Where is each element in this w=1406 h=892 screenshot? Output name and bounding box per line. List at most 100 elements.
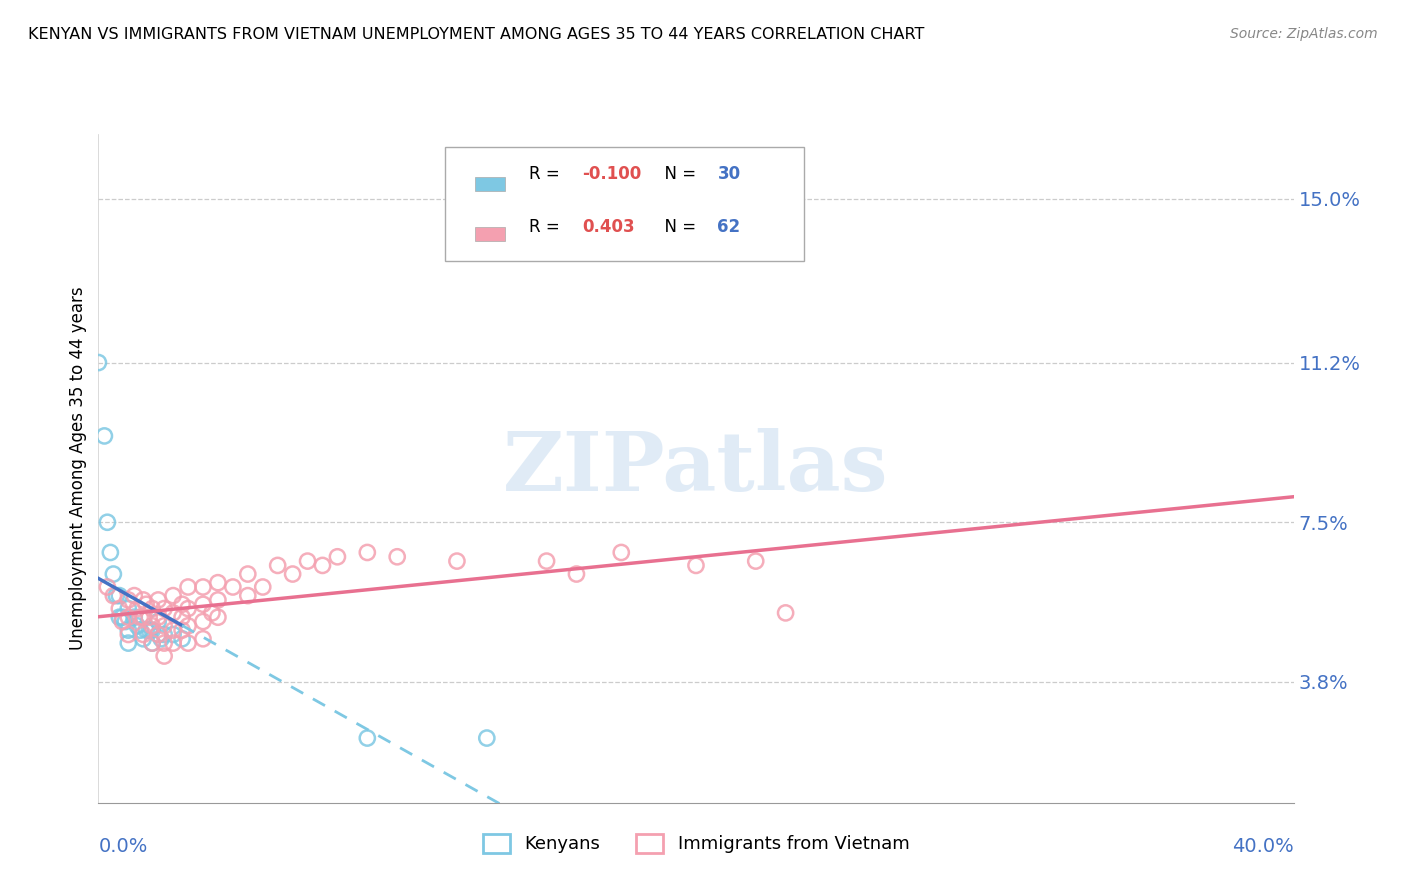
Point (111, 615, 134, 629)
Point (117, 636, 139, 650)
Point (177, 580, 200, 594)
Point (96, 580, 118, 594)
Point (108, 601, 131, 615)
Y-axis label: Unemployment Among Ages 35 to 44 years: Unemployment Among Ages 35 to 44 years (69, 286, 87, 650)
Point (117, 627, 139, 641)
Text: N =: N = (654, 165, 702, 183)
Point (141, 636, 163, 650)
Text: 30: 30 (717, 165, 741, 183)
Point (172, 597, 194, 611)
Legend: Kenyans, Immigrants from Vietnam: Kenyans, Immigrants from Vietnam (475, 827, 917, 861)
Text: R =: R = (529, 219, 565, 236)
Point (138, 610, 160, 624)
Point (108, 610, 131, 624)
Point (114, 615, 136, 629)
Point (172, 623, 194, 637)
Point (236, 589, 259, 603)
Point (162, 623, 184, 637)
Point (87, 355, 110, 369)
Point (191, 615, 214, 629)
Text: N =: N = (654, 219, 702, 236)
Point (135, 597, 157, 611)
Point (356, 731, 378, 745)
Point (129, 623, 152, 637)
Point (191, 580, 214, 594)
Text: ZIPatlas: ZIPatlas (503, 428, 889, 508)
Point (103, 567, 125, 582)
Point (141, 619, 163, 633)
Point (177, 601, 200, 615)
Point (96, 515, 118, 529)
Point (132, 610, 155, 624)
Point (105, 589, 128, 603)
Point (565, 567, 588, 582)
Point (610, 545, 633, 559)
Point (162, 606, 184, 620)
Point (117, 593, 139, 607)
Point (117, 610, 139, 624)
Point (326, 549, 349, 564)
Point (236, 567, 259, 582)
Point (153, 648, 176, 663)
Point (124, 610, 146, 624)
Text: 62: 62 (717, 219, 741, 236)
Point (141, 601, 163, 615)
Point (141, 636, 163, 650)
Point (475, 731, 498, 745)
Point (117, 601, 139, 615)
Point (150, 632, 173, 646)
FancyBboxPatch shape (475, 227, 505, 241)
Point (124, 589, 146, 603)
Point (191, 597, 214, 611)
Point (297, 554, 319, 568)
Point (141, 623, 163, 637)
Point (98, 545, 122, 559)
Text: 40.0%: 40.0% (1232, 838, 1294, 856)
Point (153, 619, 176, 633)
Point (281, 567, 304, 582)
Point (252, 580, 274, 594)
FancyBboxPatch shape (475, 178, 505, 191)
Text: 0.0%: 0.0% (98, 838, 148, 856)
Point (207, 610, 229, 624)
Point (745, 554, 768, 568)
Point (685, 558, 707, 573)
Point (162, 636, 184, 650)
Point (111, 610, 134, 624)
Point (132, 593, 155, 607)
Point (207, 575, 229, 590)
Text: KENYAN VS IMMIGRANTS FROM VIETNAM UNEMPLOYMENT AMONG AGES 35 TO 44 YEARS CORRELA: KENYAN VS IMMIGRANTS FROM VIETNAM UNEMPL… (28, 27, 925, 42)
Point (153, 601, 176, 615)
Point (148, 615, 170, 629)
Text: 0.403: 0.403 (582, 219, 636, 236)
Point (385, 549, 409, 564)
Point (153, 627, 176, 641)
Point (162, 627, 184, 641)
Point (108, 589, 131, 603)
Point (775, 606, 797, 620)
Point (148, 593, 170, 607)
Point (311, 558, 333, 573)
Point (135, 623, 157, 637)
Point (207, 593, 229, 607)
Point (222, 580, 245, 594)
Point (446, 554, 468, 568)
Point (103, 589, 125, 603)
Point (191, 632, 214, 646)
Point (177, 636, 200, 650)
Point (127, 619, 149, 633)
Point (356, 545, 378, 559)
Point (93, 429, 115, 443)
Point (148, 627, 170, 641)
Point (132, 632, 155, 646)
Point (172, 610, 194, 624)
Point (172, 632, 194, 646)
Point (153, 636, 176, 650)
Point (132, 610, 155, 624)
Point (267, 558, 290, 573)
Point (132, 627, 155, 641)
Text: R =: R = (529, 165, 565, 183)
Point (127, 601, 149, 615)
Point (201, 606, 224, 620)
Point (536, 554, 558, 568)
